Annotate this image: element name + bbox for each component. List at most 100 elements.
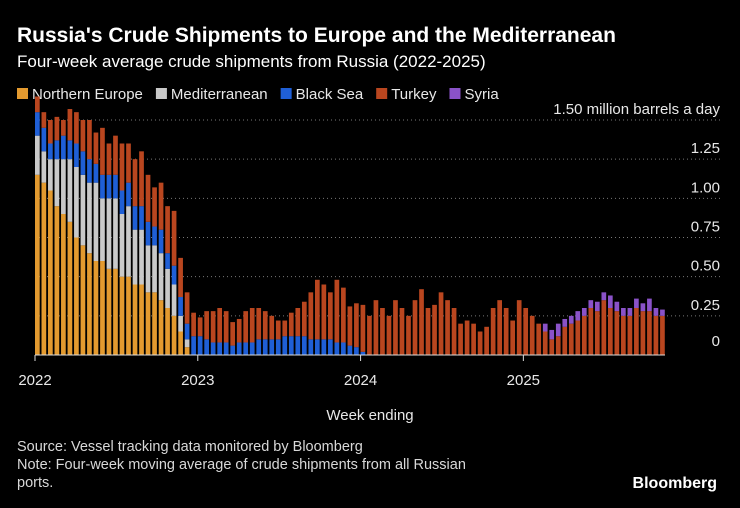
bar-segment <box>334 342 340 355</box>
bar-segment <box>41 112 47 128</box>
bar-segment <box>347 345 353 355</box>
bar-segment <box>288 336 294 355</box>
bar-segment <box>367 315 372 355</box>
bar-segment <box>308 339 314 355</box>
chart-subtitle: Four-week average crude shipments from R… <box>17 52 486 71</box>
bar-segment <box>608 295 613 308</box>
bar-segment <box>529 315 535 355</box>
bar-segment <box>48 190 53 355</box>
bar-segment <box>184 347 190 355</box>
bar-segment <box>184 292 190 324</box>
bar-segment <box>380 308 385 355</box>
bar-segment <box>126 276 131 355</box>
bar-segment <box>516 300 522 355</box>
y-tick-label: 1.25 <box>691 140 720 157</box>
bar-segment <box>197 336 203 355</box>
bar-segment <box>256 339 262 355</box>
bar-segment <box>100 198 105 261</box>
bar-segment <box>67 159 73 222</box>
bar-segment <box>223 342 229 355</box>
bar-segment <box>145 245 151 293</box>
bar-segment <box>54 116 60 141</box>
bar-segment <box>236 318 242 343</box>
bar-segment <box>549 329 555 340</box>
bar-segment <box>347 306 353 346</box>
bar-segment <box>61 214 66 355</box>
bar-segment <box>542 323 548 332</box>
bar-segment <box>386 315 392 355</box>
bar-segment <box>171 315 177 355</box>
bar-segment <box>41 127 47 152</box>
bar-segment <box>425 308 431 355</box>
bar-segment <box>647 311 652 355</box>
bar-segment <box>87 182 92 254</box>
legend-swatch <box>376 88 388 99</box>
bar-segment <box>354 347 359 355</box>
bar-segment <box>275 320 281 340</box>
bar-segment <box>67 140 73 160</box>
y-tick-label: 0.75 <box>691 219 720 236</box>
bar-segment <box>555 323 561 337</box>
y-tick-label: 0.50 <box>691 258 720 275</box>
bar-segment <box>35 135 40 175</box>
bar-segment <box>503 308 509 355</box>
bar-segment <box>295 308 301 337</box>
bar-segment <box>54 159 60 207</box>
bar-segment <box>35 174 40 355</box>
bar-segment <box>627 315 633 355</box>
bar-segment <box>477 331 483 355</box>
bar-segment <box>594 311 600 355</box>
bar-segment <box>282 320 288 337</box>
legend-label: Mediterranean <box>171 86 268 103</box>
bar-segment <box>471 323 476 355</box>
bar-segment <box>74 167 79 238</box>
bar-segment <box>171 284 177 316</box>
bar-segment <box>210 311 216 343</box>
bar-segment <box>230 345 236 355</box>
bar-segment <box>249 342 255 355</box>
bar-segment <box>48 159 53 191</box>
bar-segment <box>621 308 626 316</box>
bar-segment <box>223 311 229 343</box>
bar-segment <box>256 308 262 340</box>
bar-segment <box>113 268 118 355</box>
bar-segment <box>301 301 307 337</box>
x-tick-label: 2024 <box>344 372 377 389</box>
bar-segment <box>87 253 92 355</box>
legend-label: Northern Europe <box>32 86 143 103</box>
bar-segment <box>54 140 60 160</box>
bar-segment <box>119 276 125 355</box>
bar-segment <box>126 206 131 277</box>
bar-segment <box>328 292 333 340</box>
bar-segment <box>139 206 144 230</box>
bar-segment <box>48 143 53 160</box>
bar-segment <box>106 268 112 355</box>
bar-segment <box>126 143 131 183</box>
bar-segment <box>341 342 346 355</box>
bar-segment <box>113 198 118 269</box>
bar-segment <box>152 245 157 293</box>
bar-segment <box>152 187 157 227</box>
bar-segment <box>165 253 170 269</box>
bar-segment <box>165 308 170 355</box>
bar-segment <box>601 300 607 355</box>
bar-segment <box>568 323 574 355</box>
bar-segment <box>145 174 151 222</box>
x-tick-label: 2023 <box>181 372 214 389</box>
bar-segment <box>178 297 183 316</box>
bar-segment <box>165 268 170 308</box>
bar-segment <box>653 308 659 316</box>
legend-swatch <box>17 88 28 99</box>
bar-segment <box>581 308 587 316</box>
bar-segment <box>406 315 411 355</box>
bar-segment <box>653 315 659 355</box>
bar-segment <box>588 308 594 355</box>
bar-segment <box>113 174 118 199</box>
bar-segment <box>61 135 66 160</box>
bar-segment <box>87 159 92 183</box>
bar-segment <box>171 210 177 266</box>
bar-segment <box>217 342 223 355</box>
bar-segment <box>373 300 379 355</box>
bar-segment <box>106 174 112 199</box>
bar-segment <box>647 298 652 312</box>
